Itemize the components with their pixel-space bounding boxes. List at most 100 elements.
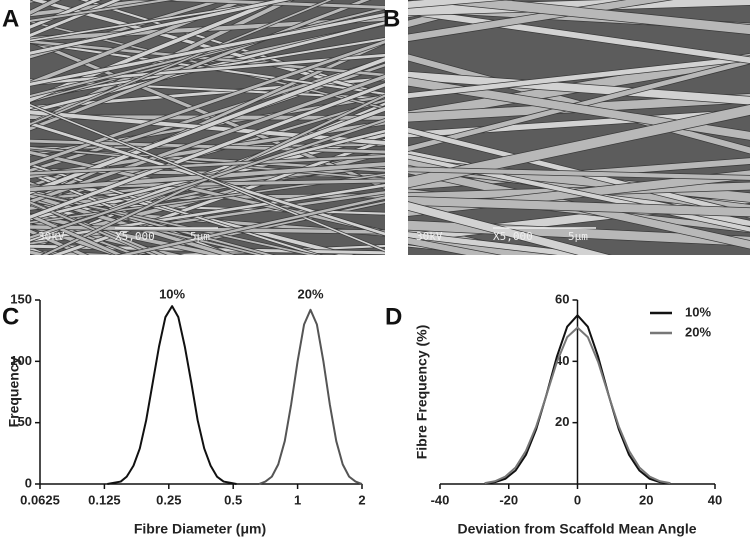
- fibre: [20, 269, 395, 378]
- fibre: [30, 40, 385, 203]
- fibre: [30, 103, 385, 252]
- x-tick-label: 0.125: [88, 492, 121, 507]
- fibre-edge: [30, 246, 52, 255]
- sem-label: X5,000: [115, 230, 155, 243]
- sem-label: 30kV: [38, 230, 65, 243]
- fibre: [30, 154, 385, 175]
- series-line: [484, 314, 671, 485]
- panel-label: A: [2, 5, 19, 32]
- fibre: [30, 193, 235, 255]
- fibre: [20, 262, 395, 417]
- fibre: [30, 183, 385, 242]
- x-tick-label: 40: [708, 492, 722, 507]
- fibre: [30, 229, 88, 255]
- legend-label: 10%: [685, 304, 711, 319]
- sem-image: 30kV X5,000 5μm: [20, 0, 395, 417]
- fibre-edge: [20, 255, 395, 362]
- panel-label: C: [2, 303, 19, 330]
- fibre: [20, 264, 395, 302]
- fibre: [30, 214, 139, 255]
- fibre: [30, 82, 385, 219]
- x-tick-label: 2: [358, 492, 365, 507]
- y-tick-label: 0: [25, 475, 32, 490]
- x-axis-title: Deviation from Scaffold Mean Angle: [457, 521, 696, 537]
- fibre-edge: [20, 267, 395, 289]
- fibre: [20, 255, 395, 362]
- legend-label: 20%: [685, 324, 711, 339]
- fibre: [149, 0, 385, 9]
- x-axis-title: Fibre Diameter (μm): [134, 521, 266, 537]
- fibre: [408, 0, 750, 16]
- sem-label: 5μm: [190, 230, 210, 243]
- fibre-edge: [398, 267, 750, 270]
- fibre-edge: [30, 254, 31, 255]
- fibre: [408, 8, 750, 64]
- fibre: [30, 0, 172, 22]
- fibre: [408, 201, 609, 255]
- y-tick-label: 60: [555, 291, 569, 306]
- fibre: [118, 196, 385, 255]
- fibre: [30, 0, 290, 42]
- fibre: [20, 257, 395, 325]
- fibre: [408, 71, 750, 105]
- x-tick-label: 0.25: [156, 492, 181, 507]
- fibre: [408, 56, 750, 99]
- fibre: [30, 139, 385, 154]
- fibre: [30, 225, 385, 234]
- fibre: [408, 237, 567, 255]
- fibre-edge: [20, 257, 395, 325]
- panel-label: D: [385, 303, 402, 330]
- fibre: [30, 13, 385, 86]
- x-tick-label: -40: [431, 492, 450, 507]
- fibre: [408, 167, 750, 180]
- fibre: [30, 0, 370, 131]
- x-tick-label: 1: [294, 492, 301, 507]
- series-label: 20%: [297, 286, 323, 301]
- fibre: [30, 0, 291, 55]
- fibre-edge: [20, 269, 395, 378]
- y-tick-label: 150: [10, 291, 32, 306]
- fibre: [30, 150, 385, 234]
- fibre: [408, 237, 498, 255]
- x-tick-label: 0: [574, 492, 581, 507]
- fibre: [30, 0, 172, 17]
- fibre: [408, 196, 750, 217]
- sem-label: X5,000: [493, 230, 533, 243]
- fibre-edge: [20, 267, 395, 278]
- sem-label: 30kV: [416, 230, 443, 243]
- series-line: [107, 305, 237, 485]
- y-axis-title: Fibre Frequency (%): [414, 325, 430, 460]
- fibre-edge: [20, 262, 395, 417]
- x-tick-label: -20: [499, 492, 518, 507]
- fibre: [30, 201, 157, 255]
- fibre: [30, 250, 50, 255]
- fibre: [30, 213, 124, 255]
- fibre: [408, 220, 750, 246]
- sem-image: 30kV X5,000 5μm: [398, 0, 750, 270]
- y-axis-title: Frequency: [6, 356, 22, 427]
- fibre: [30, 0, 101, 29]
- fibre: [408, 0, 503, 8]
- fibre-edge: [30, 249, 53, 255]
- series-line: [484, 326, 671, 485]
- series-label: 10%: [159, 286, 185, 301]
- fibre: [30, 247, 49, 255]
- fibre: [20, 257, 395, 329]
- fibre: [30, 223, 126, 255]
- fibre: [20, 267, 395, 278]
- fibre: [30, 246, 50, 255]
- y-tick-label: 100: [10, 353, 32, 368]
- fibre: [398, 267, 750, 270]
- fibre: [30, 40, 385, 167]
- series-line: [258, 308, 363, 485]
- fibre: [20, 267, 395, 289]
- fibre-edge: [30, 246, 51, 255]
- fibre-edge: [20, 257, 395, 329]
- fibre: [20, 254, 395, 374]
- y-tick-label: 20: [555, 414, 569, 429]
- fibre-edge: [20, 264, 395, 302]
- panel-label: B: [383, 5, 400, 32]
- sem-label: 5μm: [568, 230, 588, 243]
